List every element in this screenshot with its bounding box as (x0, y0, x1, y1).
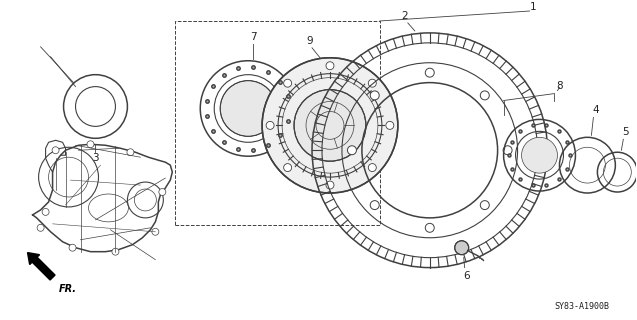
Circle shape (112, 248, 119, 255)
Text: 2: 2 (401, 11, 408, 21)
Circle shape (266, 121, 274, 129)
Circle shape (127, 149, 134, 156)
Circle shape (42, 208, 49, 215)
Circle shape (326, 62, 334, 70)
Text: 9: 9 (306, 36, 313, 46)
Circle shape (283, 79, 292, 87)
Text: 8: 8 (556, 81, 562, 91)
Text: FR.: FR. (59, 284, 76, 294)
Circle shape (152, 228, 159, 235)
Circle shape (368, 79, 376, 87)
FancyArrow shape (27, 252, 55, 280)
Circle shape (426, 223, 434, 232)
Circle shape (368, 164, 376, 172)
Circle shape (87, 141, 94, 148)
Text: SY83-A1900B: SY83-A1900B (554, 302, 610, 311)
Circle shape (370, 201, 379, 210)
Circle shape (52, 147, 59, 154)
Text: 4: 4 (592, 106, 599, 116)
Text: 7: 7 (250, 32, 257, 42)
Circle shape (455, 241, 469, 255)
Circle shape (326, 181, 334, 189)
Circle shape (370, 91, 379, 100)
Bar (175, 21, 380, 225)
Circle shape (503, 146, 512, 155)
Circle shape (294, 90, 366, 161)
Circle shape (283, 164, 292, 172)
Circle shape (522, 137, 557, 173)
Circle shape (37, 224, 44, 231)
Text: 1: 1 (530, 2, 537, 12)
Circle shape (159, 188, 166, 196)
Text: 3: 3 (92, 153, 99, 163)
Circle shape (386, 121, 394, 129)
Circle shape (426, 68, 434, 77)
Circle shape (480, 91, 489, 100)
Text: 6: 6 (463, 270, 470, 281)
Circle shape (69, 244, 76, 251)
Circle shape (347, 146, 357, 155)
Circle shape (220, 81, 276, 136)
Circle shape (262, 58, 398, 193)
Circle shape (480, 201, 489, 210)
Text: 5: 5 (622, 127, 629, 137)
